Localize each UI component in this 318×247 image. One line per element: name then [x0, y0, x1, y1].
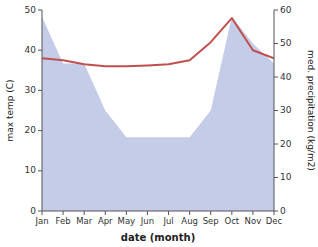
x-tick-label: Jun — [140, 216, 154, 226]
y2-tick-label: 30 — [280, 105, 292, 115]
y-tick — [38, 130, 42, 131]
x-tick — [147, 211, 148, 215]
x-tick-label: May — [118, 216, 136, 226]
x-tick — [126, 211, 127, 215]
x-tick — [231, 211, 232, 215]
y2-tick-label: 10 — [280, 172, 292, 182]
x-tick-label: Jul — [162, 216, 173, 226]
y-tick — [38, 50, 42, 51]
x-tick-label: Dec — [266, 216, 283, 226]
y-tick-label: 0 — [30, 206, 36, 216]
y2-tick — [274, 144, 278, 145]
x-axis-label: date (month) — [121, 232, 195, 243]
x-tick-label: Oct — [224, 216, 239, 226]
x-tick — [84, 211, 85, 215]
y-tick — [38, 10, 42, 11]
temperature-line — [42, 18, 274, 66]
x-tick-label: Mar — [76, 216, 93, 226]
x-tick-label: Sep — [203, 216, 219, 226]
y-tick — [38, 90, 42, 91]
y2-tick-label: 20 — [280, 139, 292, 149]
y2-tick — [274, 43, 278, 44]
y-tick-label: 30 — [25, 85, 37, 95]
y-axis-label: max temp (C) — [5, 79, 15, 141]
y-axis-line — [42, 10, 43, 211]
y2-axis-label: med. precipitation (kg/m2) — [306, 50, 316, 171]
y2-tick-label: 50 — [280, 38, 292, 48]
x-axis-line — [42, 211, 274, 212]
y-tick — [38, 211, 42, 212]
y-tick — [38, 170, 42, 171]
x-tick — [210, 211, 211, 215]
precipitation-area — [42, 17, 274, 211]
y2-tick — [274, 77, 278, 78]
x-tick — [42, 211, 43, 215]
y2-tick — [274, 177, 278, 178]
x-tick-label: Nov — [245, 216, 262, 226]
y-tick-label: 50 — [25, 5, 37, 15]
x-tick — [63, 211, 64, 215]
y2-tick-label: 60 — [280, 5, 292, 15]
y2-tick — [274, 110, 278, 111]
x-tick-label: Feb — [56, 216, 71, 226]
x-tick-label: Jan — [34, 216, 48, 226]
y-tick-label: 10 — [25, 165, 37, 175]
x-tick — [274, 211, 275, 215]
x-tick — [189, 211, 190, 215]
plot-area — [42, 17, 274, 211]
x-tick — [252, 211, 253, 215]
y2-tick-label: 40 — [280, 72, 292, 82]
chart: 0 10 20 30 40 50 0 10 20 30 40 50 60 Jan Feb Mar Apr May J… — [0, 0, 318, 247]
y2-tick — [274, 211, 278, 212]
x-tick — [168, 211, 169, 215]
x-tick-label: Apr — [98, 216, 113, 226]
x-tick — [105, 211, 106, 215]
y-tick-label: 20 — [25, 125, 37, 135]
y2-tick — [274, 10, 278, 11]
y2-tick-label: 0 — [280, 206, 286, 216]
x-tick-label: Aug — [181, 216, 198, 226]
y-tick-label: 40 — [25, 45, 37, 55]
